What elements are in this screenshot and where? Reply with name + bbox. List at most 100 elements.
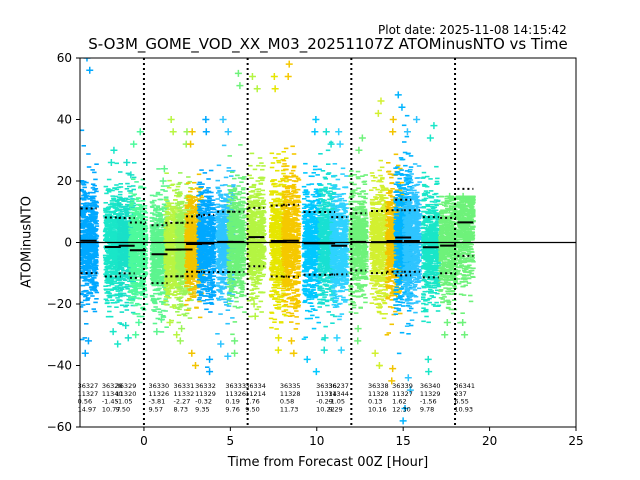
- data-point: [165, 202, 170, 204]
- data-point: [107, 305, 112, 308]
- data-point: [130, 235, 135, 237]
- data-point: [167, 266, 173, 268]
- data-point: [135, 259, 141, 262]
- data-point: [80, 225, 85, 228]
- data-point: [176, 183, 181, 185]
- data-point: [156, 251, 162, 254]
- data-point: [117, 261, 123, 264]
- data-point: [118, 171, 123, 173]
- data-point: [136, 200, 141, 202]
- data-point: [167, 260, 173, 262]
- data-point: [158, 270, 164, 272]
- data-point: [167, 179, 172, 182]
- data-point: [187, 250, 193, 253]
- data-point: [117, 282, 122, 284]
- data-point: [150, 262, 156, 265]
- data-point: [131, 250, 136, 252]
- data-point: [125, 198, 131, 201]
- data-point: [122, 262, 127, 264]
- data-point: [93, 259, 99, 261]
- data-point: [81, 238, 87, 241]
- data-point: [188, 198, 193, 201]
- data-point: [165, 200, 170, 202]
- data-point: [80, 206, 86, 208]
- data-point: [130, 229, 135, 231]
- outlier-marker: [176, 337, 184, 345]
- data-point: [87, 233, 93, 236]
- data-point: [153, 302, 158, 305]
- data-point: [157, 284, 162, 287]
- data-point: [166, 237, 171, 240]
- data-point: [94, 254, 99, 257]
- data-point: [158, 237, 163, 239]
- data-point: [80, 262, 85, 264]
- data-point: [133, 285, 138, 287]
- data-point: [139, 236, 144, 239]
- data-point: [171, 225, 176, 227]
- data-point: [142, 289, 148, 292]
- data-point: [178, 219, 184, 221]
- data-point: [83, 255, 88, 258]
- data-point: [113, 270, 118, 272]
- data-point: [108, 294, 113, 297]
- data-point: [176, 288, 181, 290]
- data-point: [91, 276, 96, 279]
- data-point: [131, 254, 136, 256]
- data-point: [169, 285, 174, 287]
- data-point: [117, 284, 123, 287]
- data-point: [184, 202, 190, 204]
- data-point: [82, 221, 88, 224]
- data-point: [88, 247, 93, 249]
- data-point: [86, 166, 92, 168]
- data-point: [93, 260, 98, 262]
- data-point: [178, 246, 183, 249]
- data-point: [171, 268, 176, 271]
- data-point: [164, 172, 169, 174]
- data-point: [89, 209, 94, 211]
- data-point: [123, 205, 129, 208]
- outlier-marker: [127, 171, 135, 179]
- data-point: [152, 281, 157, 283]
- data-point: [93, 274, 98, 277]
- data-point: [86, 250, 91, 253]
- data-point: [130, 198, 135, 200]
- data-point: [134, 210, 139, 213]
- data-point: [183, 251, 189, 254]
- data-point: [161, 315, 166, 317]
- data-point: [110, 228, 115, 230]
- data-point: [106, 291, 111, 294]
- data-point: [183, 290, 189, 293]
- data-point: [84, 234, 89, 237]
- data-point: [131, 176, 137, 179]
- data-point: [171, 219, 176, 221]
- data-point: [166, 186, 172, 189]
- data-point: [149, 270, 155, 272]
- data-point: [119, 288, 125, 290]
- data-point: [163, 235, 169, 237]
- data-point: [84, 294, 89, 296]
- data-point: [129, 290, 135, 293]
- data-point: [156, 209, 161, 211]
- data-point: [182, 256, 187, 258]
- data-point: [92, 233, 98, 236]
- data-point: [80, 211, 85, 213]
- data-point: [84, 282, 90, 285]
- data-point: [80, 259, 85, 261]
- data-point: [83, 260, 88, 263]
- data-point: [112, 237, 117, 240]
- data-point: [110, 216, 115, 218]
- data-point: [168, 223, 174, 226]
- data-point: [163, 310, 168, 312]
- data-point: [139, 237, 144, 240]
- data-point: [184, 280, 189, 282]
- data-point: [119, 311, 125, 313]
- data-point: [137, 239, 143, 241]
- data-point: [125, 261, 130, 264]
- data-point: [106, 188, 111, 190]
- data-point: [174, 209, 180, 211]
- data-point: [94, 245, 100, 248]
- data-point: [172, 281, 177, 283]
- data-point: [127, 190, 132, 192]
- data-point: [117, 255, 122, 257]
- data-point: [92, 184, 97, 187]
